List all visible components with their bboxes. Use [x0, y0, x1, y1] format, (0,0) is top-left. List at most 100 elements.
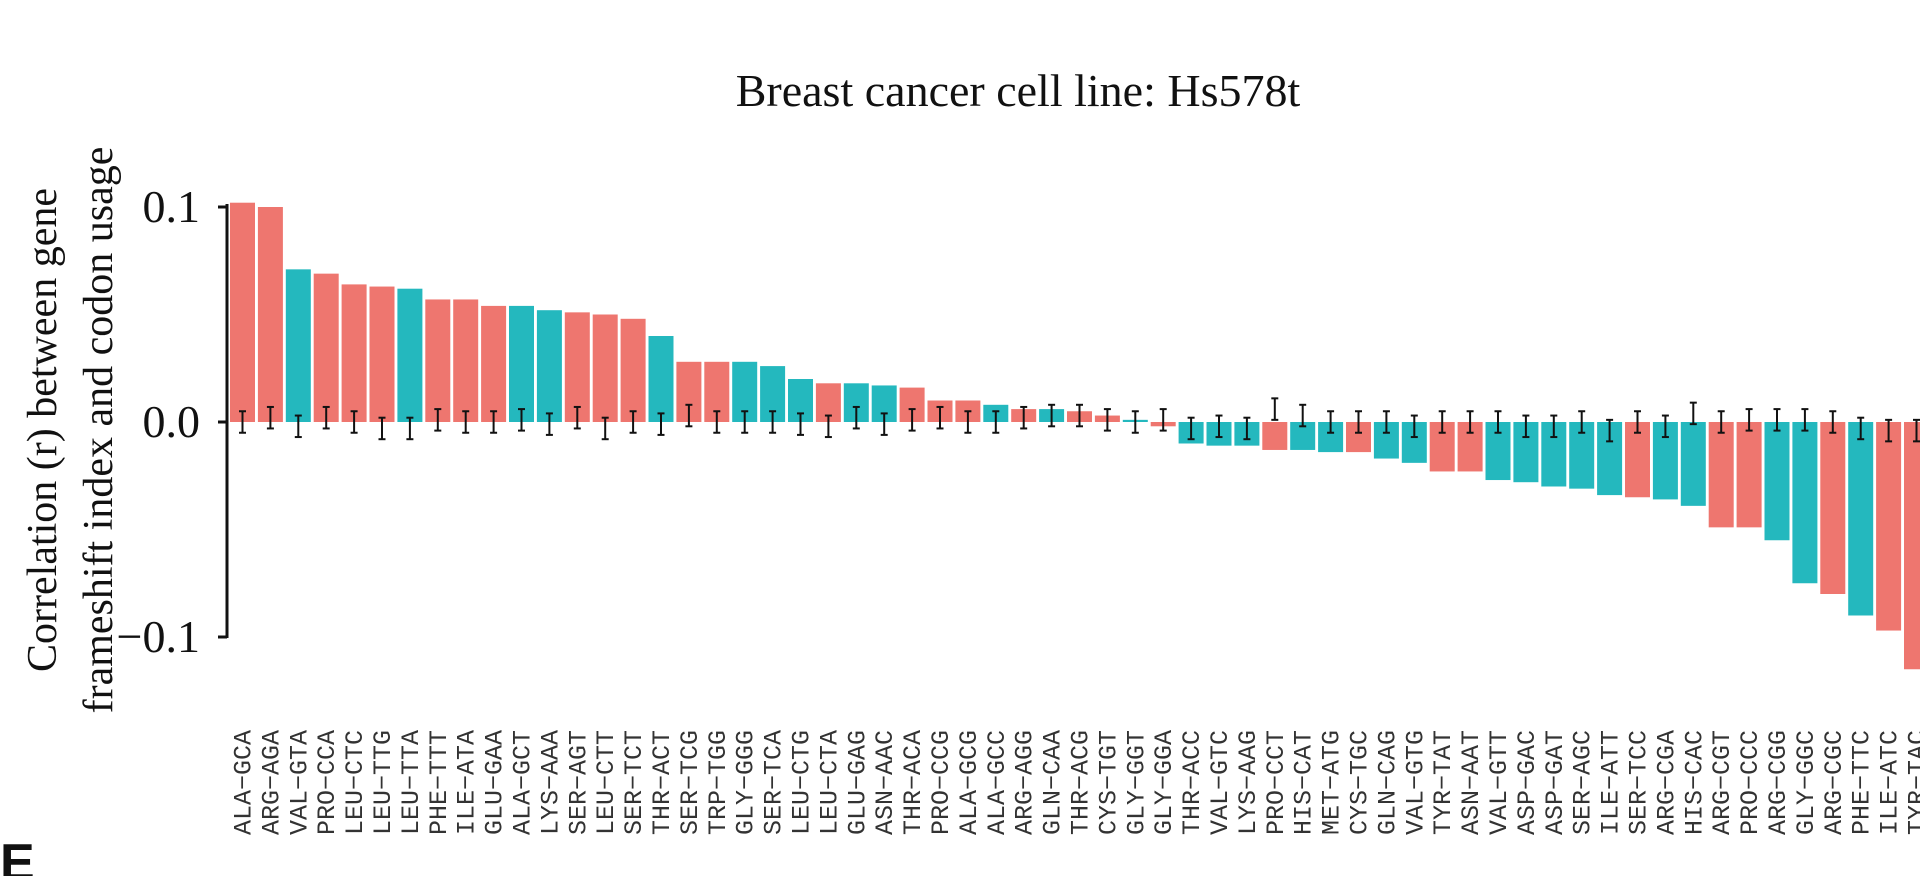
- error-bar-39: [1327, 410, 1335, 434]
- error-bar-31: [1103, 408, 1111, 432]
- error-bar-20: [797, 412, 804, 436]
- x-tick-label-54: PRO−CCC: [1736, 730, 1765, 835]
- bars: [230, 202, 1920, 670]
- error-bar-54: [1745, 408, 1753, 432]
- error-bar-0: [239, 410, 246, 434]
- x-tick-label-33: GLY−GGA: [1150, 730, 1179, 835]
- x-tick-label-26: ALA−GCG: [955, 730, 984, 835]
- x-tick-label-49: ILE−ATT: [1597, 730, 1626, 835]
- panel-letter: E: [0, 834, 35, 876]
- error-bar-4: [350, 410, 358, 434]
- error-bar-59: [1885, 418, 1893, 443]
- error-bar-46: [1522, 414, 1530, 439]
- bar-10: [509, 305, 534, 422]
- error-bar-2: [294, 414, 302, 439]
- bar-0: [230, 202, 255, 422]
- error-bar-28: [1020, 405, 1028, 430]
- x-tick-label-23: ASN−AAC: [871, 730, 900, 835]
- x-tick-label-53: ARG−CGT: [1708, 730, 1737, 835]
- bar-8: [453, 299, 479, 422]
- x-tick-label-38: HIS−CAT: [1290, 730, 1319, 835]
- error-bar-5: [378, 416, 386, 441]
- bar-50: [1625, 422, 1650, 498]
- x-tick-label-22: GLU−GAG: [843, 730, 872, 835]
- x-tick-label-34: THR−ACC: [1178, 730, 1207, 835]
- x-tick-label-7: PHE−TTT: [425, 730, 454, 835]
- x-tick-label-45: VAL−GTT: [1485, 730, 1514, 835]
- error-bar-29: [1048, 403, 1056, 428]
- x-tick-label-6: LEU−TTA: [397, 730, 426, 835]
- error-bar-30: [1076, 403, 1083, 428]
- x-tick-label-16: SER−TCG: [676, 730, 705, 835]
- bar-15: [648, 336, 674, 422]
- x-tick-label-17: TRP−TGG: [704, 730, 733, 835]
- bar-7: [425, 299, 451, 422]
- error-bar-6: [406, 416, 414, 441]
- x-tick-label-36: LYS−AAG: [1234, 730, 1263, 835]
- bar-37: [1262, 422, 1288, 450]
- x-tick-label-10: ALA−GCT: [509, 730, 538, 835]
- bar-14: [620, 318, 646, 422]
- bar-6: [397, 288, 423, 422]
- error-bar-49: [1606, 418, 1614, 443]
- error-bar-36: [1243, 416, 1251, 441]
- x-tick-label-43: TYR−TAT: [1429, 730, 1458, 835]
- error-bar-56: [1801, 408, 1809, 432]
- error-bar-21: [824, 414, 832, 439]
- x-tick-label-14: SER−TCT: [620, 730, 649, 835]
- error-bar-38: [1299, 403, 1307, 428]
- bar-60: [1904, 422, 1920, 670]
- bar-56: [1792, 422, 1818, 584]
- error-bar-17: [713, 410, 721, 434]
- y-tick-label: 0.0: [143, 396, 201, 447]
- error-bar-16: [685, 403, 693, 428]
- error-bar-19: [769, 410, 777, 434]
- x-tick-label-46: ASP−GAC: [1513, 730, 1542, 835]
- error-bar-26: [964, 410, 972, 434]
- error-bar-23: [880, 412, 888, 436]
- x-tick-label-2: VAL−GTA: [285, 730, 314, 835]
- y-axis-ticks: 0.1 0.0 −0.1: [117, 181, 227, 662]
- bar-9: [481, 305, 507, 422]
- error-bar-33: [1159, 408, 1167, 432]
- error-bar-55: [1773, 408, 1781, 432]
- bar-1: [257, 207, 283, 422]
- error-bar-53: [1717, 410, 1725, 434]
- error-bar-25: [936, 405, 944, 430]
- error-bar-60: [1913, 418, 1920, 443]
- x-tick-label-35: VAL−GTC: [1206, 730, 1235, 835]
- x-tick-label-25: PRO−CCG: [927, 730, 956, 835]
- x-tick-label-20: LEU−CTG: [788, 730, 817, 835]
- error-bar-24: [908, 408, 916, 432]
- error-bar-22: [852, 405, 860, 430]
- x-tick-label-55: ARG−CGG: [1764, 730, 1793, 835]
- y-tick-label: 0.1: [143, 181, 201, 232]
- x-tick-label-19: SER−TCA: [760, 730, 789, 835]
- error-bar-42: [1410, 414, 1418, 439]
- x-tick-label-59: ILE−ATC: [1876, 730, 1905, 835]
- error-bar-44: [1466, 410, 1474, 434]
- y-tick-label: −0.1: [117, 611, 200, 662]
- x-tick-label-12: SER−AGT: [564, 730, 593, 835]
- x-tick-label-42: VAL−GTG: [1401, 730, 1430, 835]
- chart-title: Breast cancer cell line: Hs578t: [736, 65, 1301, 116]
- x-tick-label-56: GLY−GGC: [1792, 730, 1821, 835]
- bar-13: [592, 314, 618, 422]
- x-tick-label-58: PHE−TTC: [1848, 730, 1877, 835]
- error-bar-8: [462, 410, 470, 434]
- x-tick-label-39: MET−ATG: [1318, 730, 1347, 835]
- x-tick-label-32: GLY−GGT: [1122, 730, 1151, 835]
- error-bar-27: [992, 410, 1000, 434]
- error-bar-37: [1271, 397, 1279, 421]
- x-tick-label-40: CYS−TGC: [1346, 730, 1375, 835]
- x-tick-label-13: LEU−CTT: [592, 730, 621, 835]
- x-tick-label-57: ARG−CGC: [1820, 730, 1849, 835]
- error-bar-47: [1550, 414, 1558, 439]
- x-tick-label-21: LEU−CTA: [815, 730, 844, 835]
- x-tick-label-27: ALA−GCC: [983, 730, 1012, 835]
- bar-53: [1708, 422, 1734, 528]
- error-bar-52: [1689, 401, 1697, 426]
- error-bar-40: [1355, 410, 1362, 434]
- bar-52: [1680, 422, 1706, 506]
